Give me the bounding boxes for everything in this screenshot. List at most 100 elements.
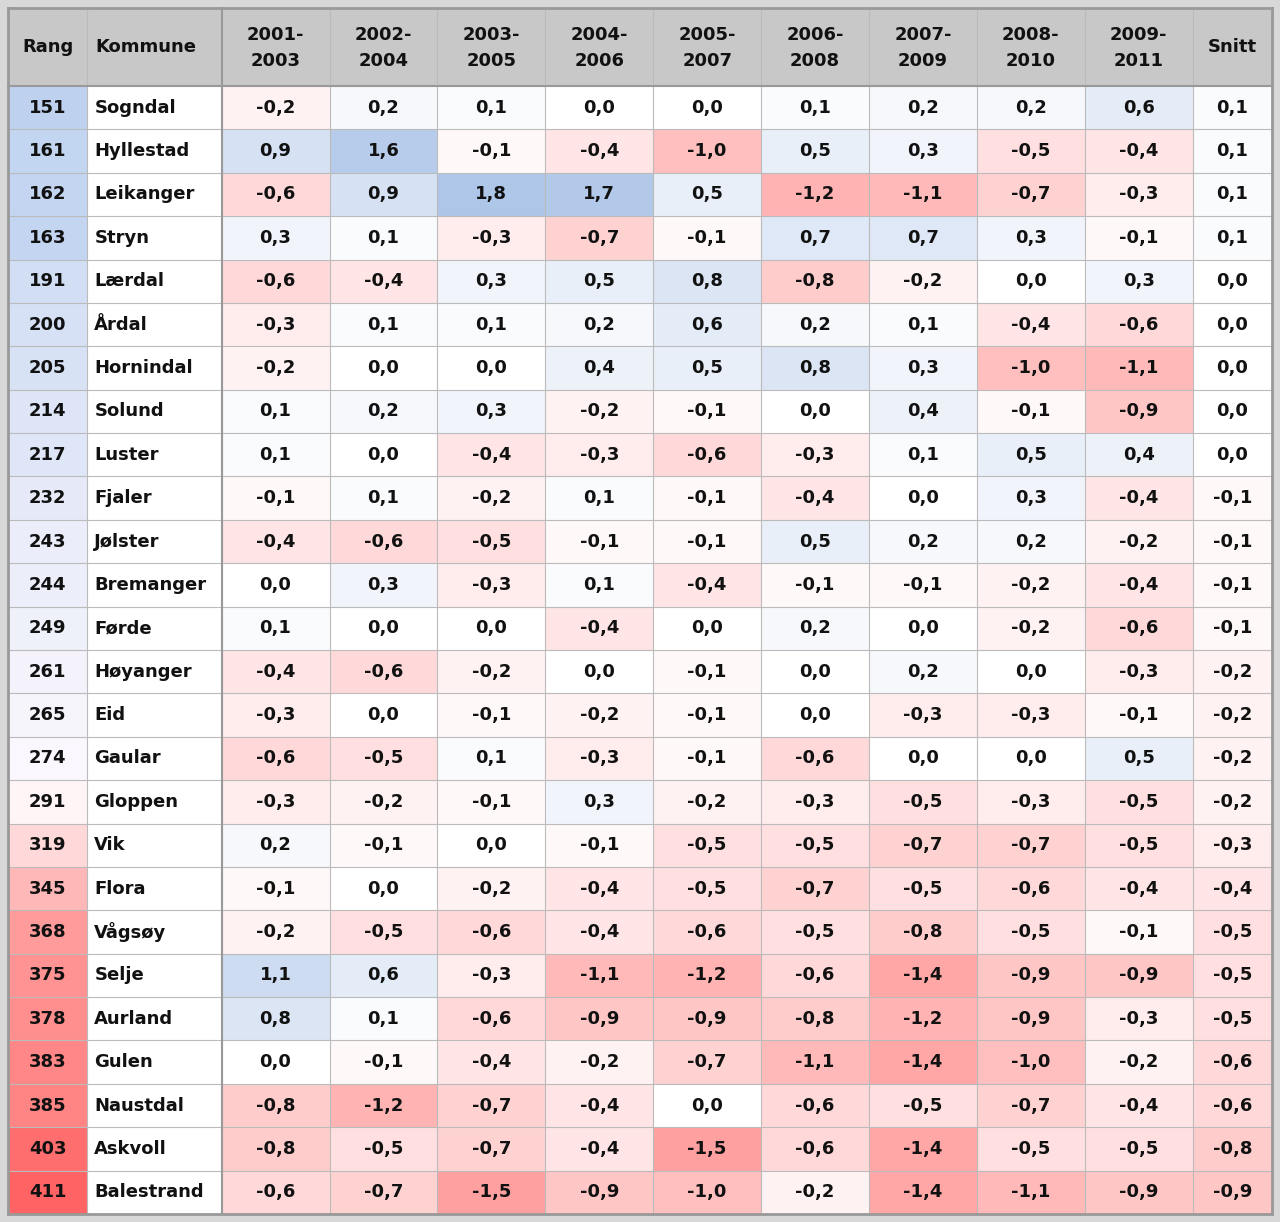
Bar: [1193, 216, 1272, 259]
Bar: [653, 130, 762, 172]
Text: 291: 291: [29, 793, 67, 811]
Bar: [87, 563, 221, 606]
Text: -1,2: -1,2: [795, 186, 835, 203]
Text: Jølster: Jølster: [95, 533, 160, 551]
Bar: [329, 433, 438, 477]
Text: -0,8: -0,8: [256, 1140, 296, 1158]
Bar: [653, 866, 762, 910]
Bar: [545, 519, 653, 563]
Text: -1,4: -1,4: [904, 1053, 942, 1072]
Text: 2001-: 2001-: [247, 26, 305, 44]
Bar: [1085, 303, 1193, 346]
Bar: [653, 1171, 762, 1213]
Text: -0,4: -0,4: [256, 533, 296, 551]
Bar: [1085, 737, 1193, 780]
Text: 161: 161: [29, 142, 67, 160]
Bar: [221, 390, 329, 433]
Bar: [545, 216, 653, 259]
Bar: [1085, 433, 1193, 477]
Text: -1,4: -1,4: [904, 967, 942, 985]
Text: -0,1: -0,1: [1212, 489, 1252, 507]
Bar: [221, 824, 329, 866]
Bar: [869, 650, 977, 693]
Text: -0,3: -0,3: [256, 706, 296, 725]
Bar: [87, 606, 221, 650]
Bar: [762, 780, 869, 824]
Text: -0,6: -0,6: [687, 923, 727, 941]
Text: -0,1: -0,1: [1119, 923, 1158, 941]
Bar: [438, 259, 545, 303]
Bar: [977, 910, 1085, 953]
Bar: [545, 477, 653, 519]
Bar: [8, 172, 87, 216]
Bar: [87, 910, 221, 953]
Bar: [977, 259, 1085, 303]
Bar: [221, 693, 329, 737]
Text: 0,0: 0,0: [367, 706, 399, 725]
Bar: [87, 866, 221, 910]
Text: 2008: 2008: [790, 53, 840, 70]
Bar: [221, 737, 329, 780]
Text: -0,6: -0,6: [1212, 1096, 1252, 1114]
Text: 0,0: 0,0: [691, 620, 723, 638]
Bar: [329, 390, 438, 433]
Bar: [545, 824, 653, 866]
Bar: [762, 1040, 869, 1084]
Text: 0,5: 0,5: [799, 533, 831, 551]
Bar: [1085, 997, 1193, 1040]
Text: -0,5: -0,5: [364, 923, 403, 941]
Bar: [329, 650, 438, 693]
Bar: [1193, 953, 1272, 997]
Bar: [762, 86, 869, 130]
Bar: [221, 1084, 329, 1127]
Bar: [762, 737, 869, 780]
Text: 0,2: 0,2: [260, 836, 292, 854]
Text: -1,2: -1,2: [364, 1096, 403, 1114]
Text: -0,1: -0,1: [687, 533, 727, 551]
Text: -0,2: -0,2: [1212, 793, 1252, 811]
Bar: [438, 433, 545, 477]
Text: Luster: Luster: [95, 446, 159, 464]
Text: -0,9: -0,9: [580, 1009, 620, 1028]
Text: -0,2: -0,2: [580, 1053, 620, 1072]
Text: -0,2: -0,2: [1212, 662, 1252, 681]
Bar: [545, 130, 653, 172]
Bar: [1193, 824, 1272, 866]
Text: -0,8: -0,8: [795, 1009, 835, 1028]
Text: -0,5: -0,5: [1011, 142, 1051, 160]
Text: 0,0: 0,0: [1015, 749, 1047, 767]
Bar: [762, 997, 869, 1040]
Text: Gulen: Gulen: [95, 1053, 154, 1072]
Text: 1,8: 1,8: [475, 186, 507, 203]
Text: -0,1: -0,1: [1212, 576, 1252, 594]
Bar: [653, 346, 762, 390]
Text: Sogndal: Sogndal: [95, 99, 175, 116]
Bar: [221, 477, 329, 519]
Text: -0,4: -0,4: [1119, 489, 1158, 507]
Bar: [762, 346, 869, 390]
Text: -0,2: -0,2: [256, 359, 296, 378]
Text: -0,1: -0,1: [580, 533, 620, 551]
Text: 0,1: 0,1: [475, 99, 507, 116]
Text: -0,5: -0,5: [904, 793, 942, 811]
Text: 411: 411: [29, 1183, 67, 1201]
Text: 214: 214: [29, 402, 67, 420]
Text: Hyllestad: Hyllestad: [95, 142, 189, 160]
Bar: [8, 477, 87, 519]
Text: 0,5: 0,5: [691, 186, 723, 203]
Text: 243: 243: [29, 533, 67, 551]
Text: -0,6: -0,6: [1011, 880, 1051, 898]
Bar: [762, 390, 869, 433]
Text: 0,0: 0,0: [260, 576, 292, 594]
Bar: [1193, 303, 1272, 346]
Text: -0,2: -0,2: [471, 662, 511, 681]
Bar: [762, 433, 869, 477]
Text: -0,4: -0,4: [1119, 576, 1158, 594]
Bar: [438, 563, 545, 606]
Text: 0,2: 0,2: [799, 620, 831, 638]
Text: 163: 163: [29, 229, 67, 247]
Bar: [87, 216, 221, 259]
Text: -0,1: -0,1: [1119, 706, 1158, 725]
Bar: [869, 433, 977, 477]
Bar: [438, 1084, 545, 1127]
